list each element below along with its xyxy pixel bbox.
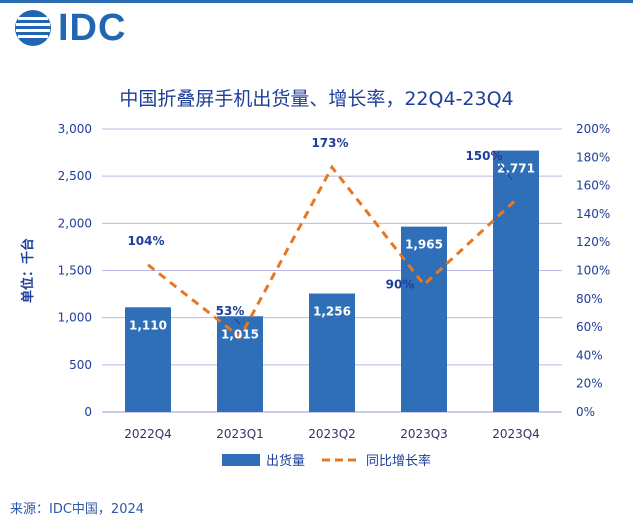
- growth-rate-label: 53%: [216, 304, 245, 318]
- y2-tick-label: 0%: [576, 405, 595, 419]
- legend-swatch-bar: [222, 454, 260, 466]
- y-tick-label: 3,000: [58, 122, 92, 136]
- label-callout-line: [499, 163, 513, 181]
- y2-tick-label: 80%: [576, 292, 603, 306]
- chart-title: 中国折叠屏手机出货量、增长率，22Q4-23Q4: [119, 88, 514, 110]
- y-tick-label: 2,000: [58, 216, 92, 230]
- x-tick-label: 2023Q2: [308, 427, 356, 441]
- bar: [125, 307, 171, 412]
- bar: [309, 293, 355, 412]
- bar-value-label: 1,965: [405, 238, 443, 252]
- top-accent-rule: [0, 0, 633, 3]
- globe-icon: [15, 10, 51, 46]
- x-tick-label: 2022Q4: [124, 427, 172, 441]
- growth-rate-label: 150%: [465, 149, 502, 163]
- y-tick-label: 1,000: [58, 311, 92, 325]
- y-tick-label: 1,500: [58, 264, 92, 278]
- growth-rate-label: 104%: [127, 234, 164, 248]
- bar-value-label: 1,110: [129, 318, 167, 332]
- growth-rate-label: 90%: [386, 278, 415, 292]
- bar-value-label: 1,015: [221, 327, 259, 341]
- logo-text: IDC: [58, 6, 127, 49]
- y2-tick-label: 200%: [576, 122, 610, 136]
- y2-tick-label: 60%: [576, 320, 603, 334]
- legend-label-growth: 同比增长率: [366, 453, 431, 469]
- bar-value-label: 2,771: [497, 162, 535, 176]
- y-tick-label: 0: [84, 405, 92, 419]
- y2-tick-label: 180%: [576, 150, 610, 164]
- y2-tick-label: 120%: [576, 235, 610, 249]
- legend-label-shipments: 出货量: [266, 453, 305, 469]
- bar-value-label: 1,256: [313, 305, 351, 319]
- source-note: 来源：IDC中国，2024: [10, 502, 145, 517]
- y2-tick-label: 140%: [576, 207, 610, 221]
- x-tick-label: 2023Q3: [400, 427, 448, 441]
- growth-rate-label: 173%: [311, 136, 348, 150]
- y-axis-title: 单位：千台: [20, 238, 36, 303]
- bar: [401, 226, 447, 412]
- idc-logo: IDC: [14, 6, 127, 49]
- bar: [217, 316, 263, 412]
- y2-tick-label: 100%: [576, 264, 610, 278]
- x-tick-label: 2023Q1: [216, 427, 264, 441]
- y-tick-label: 500: [69, 358, 92, 372]
- y2-tick-label: 20%: [576, 377, 603, 391]
- bar: [493, 150, 539, 412]
- x-tick-label: 2023Q4: [492, 427, 540, 441]
- label-callout-line: [234, 318, 241, 325]
- y2-tick-label: 160%: [576, 179, 610, 193]
- y-tick-label: 2,500: [58, 169, 92, 183]
- y2-tick-label: 40%: [576, 348, 603, 362]
